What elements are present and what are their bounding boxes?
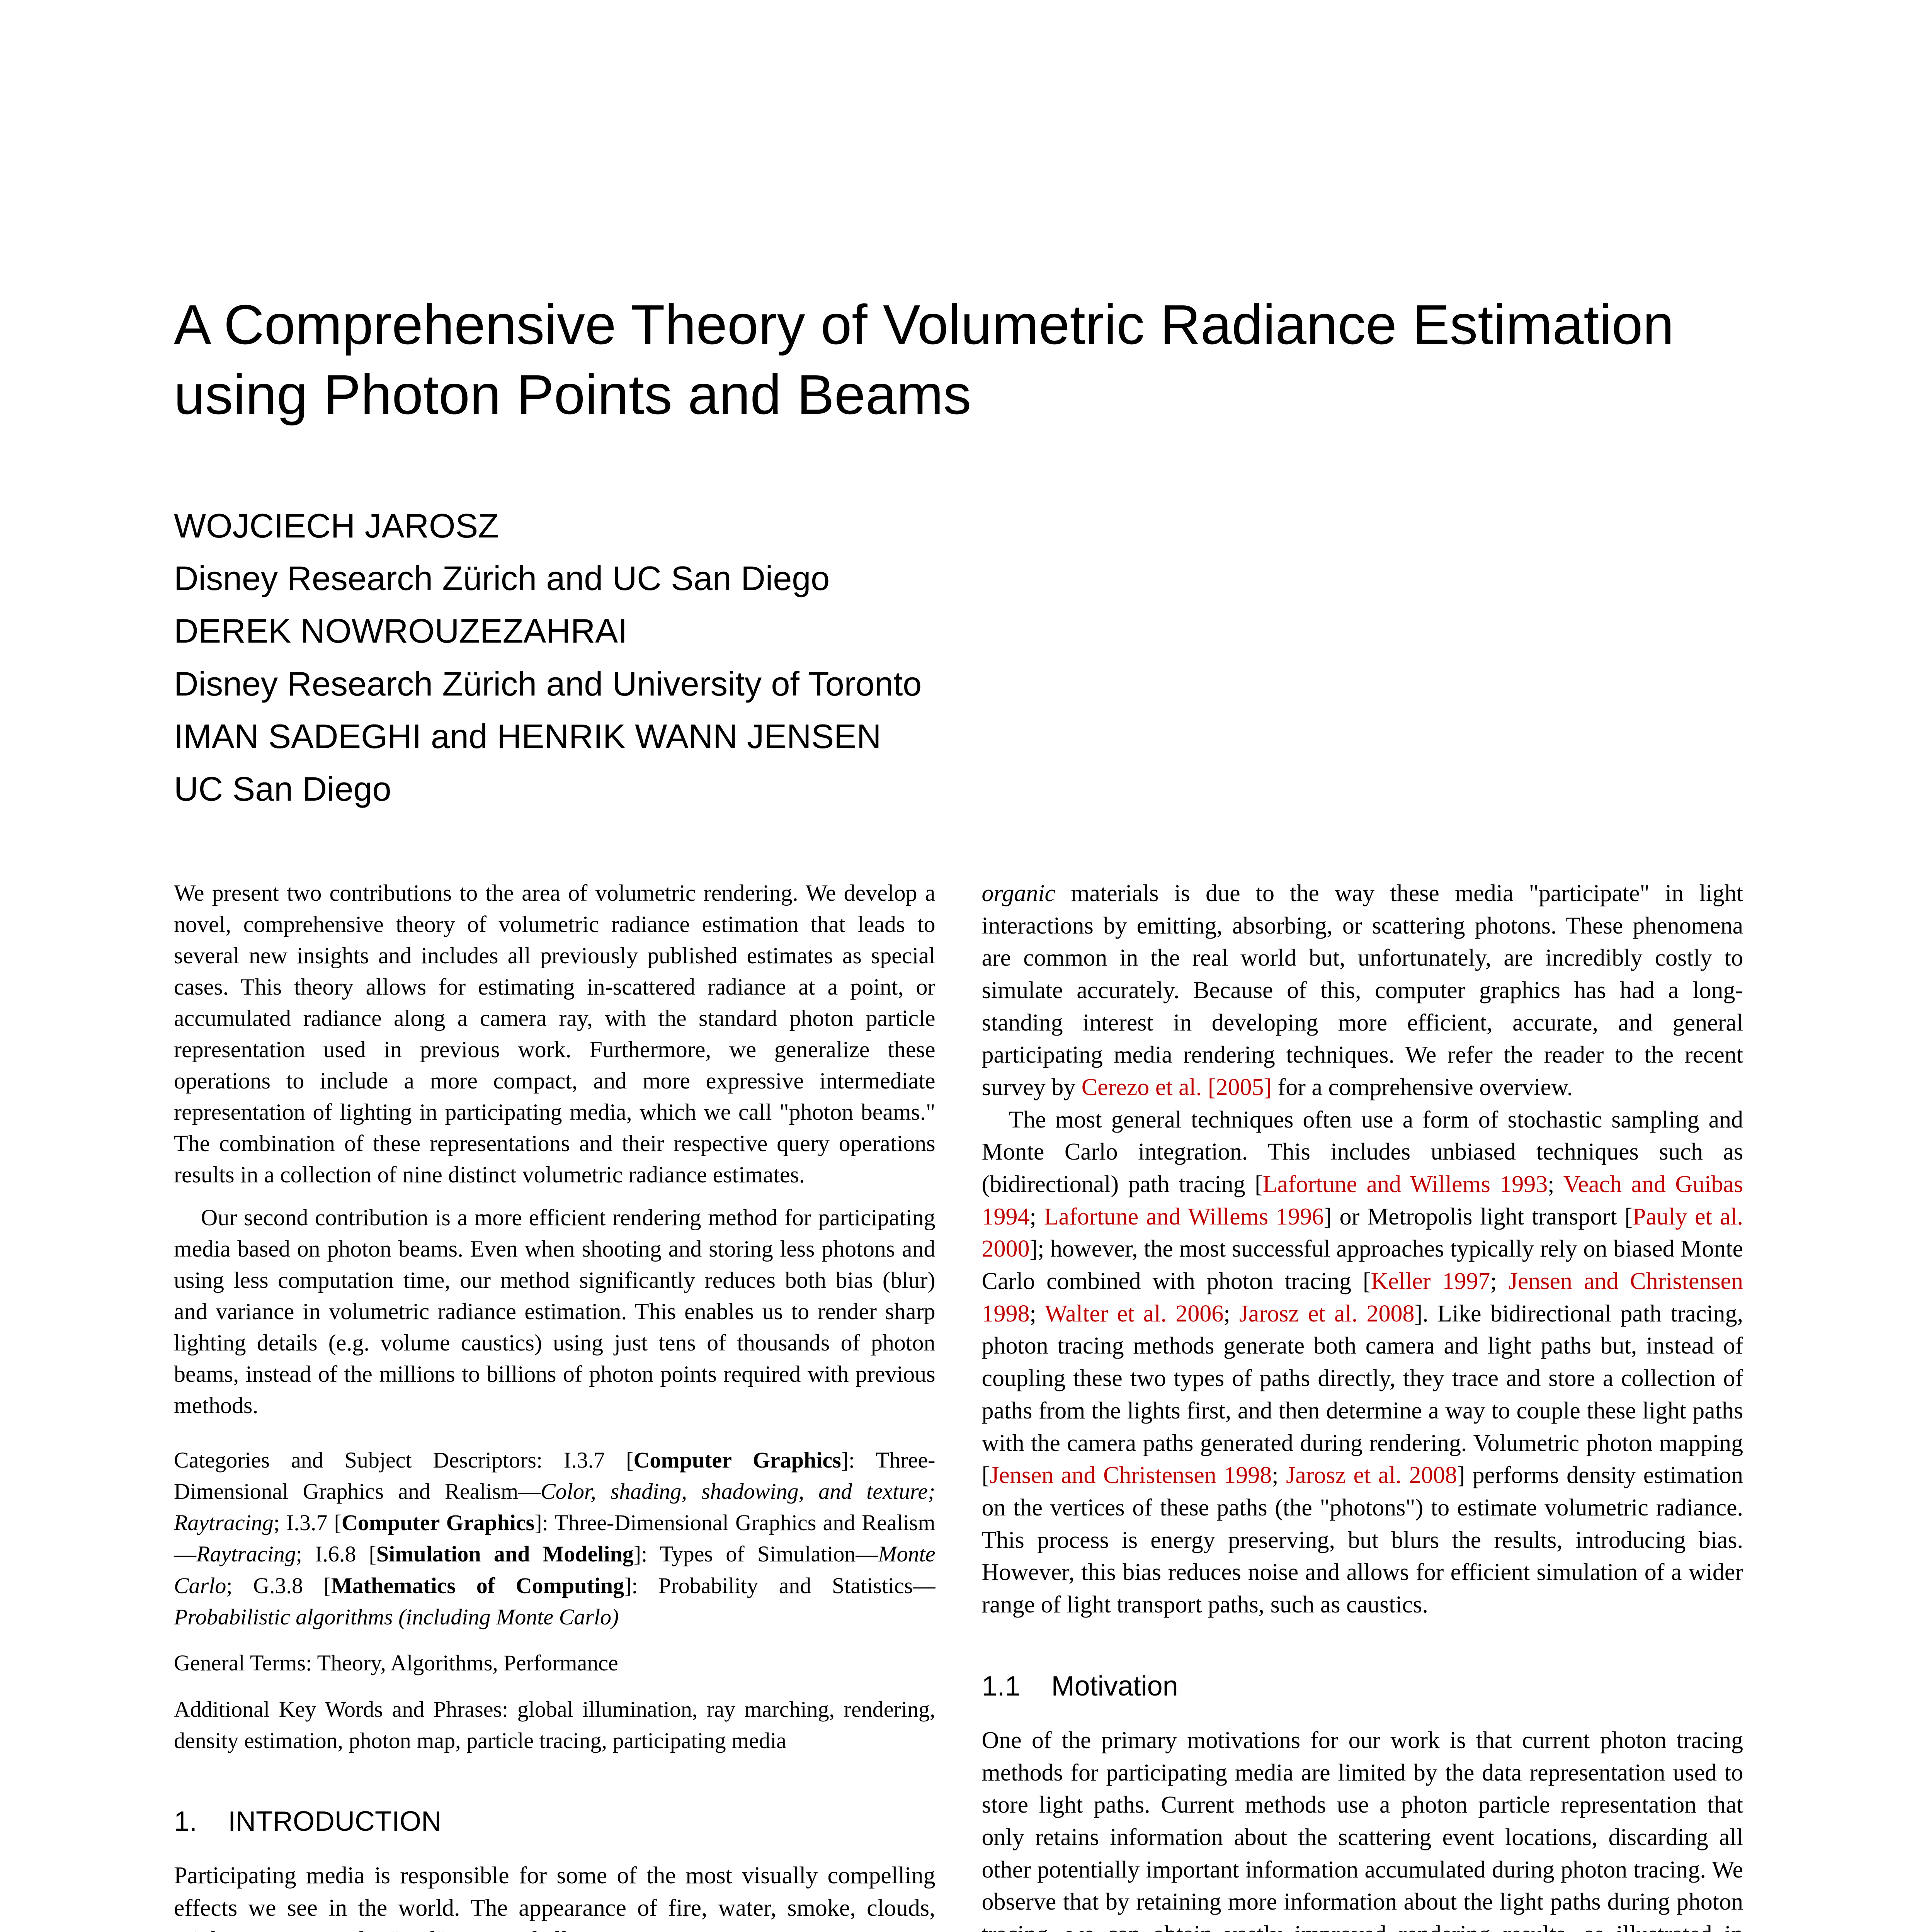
citation-jarosz-2[interactable]: Jarosz et al. 2008 xyxy=(1286,1462,1457,1488)
categories-em2: Raytracing xyxy=(196,1541,296,1566)
organic-em: organic xyxy=(982,880,1056,906)
paper-title: A Comprehensive Theory of Volumetric Rad… xyxy=(174,290,1743,430)
citation-jensen98-2[interactable]: Jensen and Christensen 1998 xyxy=(990,1462,1272,1488)
additional-keywords: Additional Key Words and Phrases: global… xyxy=(174,1694,936,1756)
categories-label: Categories and Subject Descriptors: xyxy=(174,1447,543,1473)
citation-lafortune93[interactable]: Lafortune and Willems 1993 xyxy=(1263,1171,1548,1197)
author-2-affil: Disney Research Zürich and University of… xyxy=(174,658,1743,710)
citation-walter[interactable]: Walter et al. 2006 xyxy=(1045,1301,1223,1327)
motiv-text-1a: One of the primary motivations for our w… xyxy=(982,1727,1744,1932)
categories-mid7: ]: Probability and Statistics— xyxy=(624,1573,935,1598)
motivation-para-1: One of the primary motivations for our w… xyxy=(982,1725,1744,1932)
categories-mid4: ; I.6.8 [ xyxy=(296,1541,376,1566)
author-1-affil: Disney Research Zürich and UC San Diego xyxy=(174,552,1743,605)
sep-4: ; xyxy=(1030,1301,1045,1327)
categories-em4: Probabilistic algorithms (including Mont… xyxy=(174,1604,619,1629)
categories-mid2: ; I.3.7 [ xyxy=(274,1510,342,1535)
citation-cerezo[interactable]: Cerezo et al. [2005] xyxy=(1082,1074,1272,1100)
citation-keller[interactable]: Keller 1997 xyxy=(1371,1268,1490,1294)
authors-block: WOJCIECH JAROSZ Disney Research Zürich a… xyxy=(174,500,1743,816)
categories-text: I.3.7 [ xyxy=(543,1447,633,1473)
section-1-1-number: 1.1 xyxy=(982,1671,1021,1702)
sep-2: ; xyxy=(1030,1204,1044,1230)
sep-1: ; xyxy=(1548,1171,1563,1197)
section-1-1-heading: 1.1 Motivation xyxy=(982,1668,1744,1705)
intro-para-1-continued: organic materials is due to the way thes… xyxy=(982,878,1744,1104)
categories-descriptors: Categories and Subject Descriptors: I.3.… xyxy=(174,1444,936,1633)
author-1-name: WOJCIECH JAROSZ xyxy=(174,500,1743,552)
sep-5: ; xyxy=(1223,1301,1239,1327)
author-3-name: IMAN SADEGHI and HENRIK WANN JENSEN xyxy=(174,710,1743,763)
abstract-p1: We present two contributions to the area… xyxy=(174,878,936,1190)
intro-para-1-start: Participating media is responsible for s… xyxy=(174,1860,936,1932)
citation-lafortune96[interactable]: Lafortune and Willems 1996 xyxy=(1044,1204,1324,1230)
intro-text-1c: for a comprehensive overview. xyxy=(1272,1074,1573,1100)
categories-mid6: ; G.3.8 [ xyxy=(226,1573,331,1598)
sep-3: ; xyxy=(1490,1268,1508,1294)
categories-mid5: ]: Types of Simulation— xyxy=(634,1541,878,1566)
categories-cg2: Computer Graphics xyxy=(342,1510,534,1535)
author-2-name: DEREK NOWROUZEZAHRAI xyxy=(174,605,1743,657)
intro-para-2: The most general techniques often use a … xyxy=(982,1104,1744,1621)
abstract: We present two contributions to the area… xyxy=(174,878,936,1421)
abstract-p2: Our second contribution is a more effici… xyxy=(174,1202,936,1421)
section-1-number: 1. xyxy=(174,1806,197,1837)
citation-jarosz[interactable]: Jarosz et al. 2008 xyxy=(1239,1301,1415,1327)
categories-sm: Simulation and Modeling xyxy=(376,1541,634,1566)
sep-6: ; xyxy=(1272,1462,1286,1488)
categories-mc: Mathematics of Computing xyxy=(331,1573,624,1598)
categories-cg1: Computer Graphics xyxy=(633,1447,841,1473)
intro-text-1b: materials is due to the way these media … xyxy=(982,880,1744,1100)
section-1-1-title: Motivation xyxy=(1051,1671,1178,1702)
intro-text-2b: ] or Metropolis light transport [ xyxy=(1324,1204,1633,1230)
author-3-affil: UC San Diego xyxy=(174,763,1743,815)
two-column-content: We present two contributions to the area… xyxy=(174,878,1743,1932)
intro-text-2d: ]. Like bidirectional path tracing, phot… xyxy=(982,1301,1744,1488)
general-terms: General Terms: Theory, Algorithms, Perfo… xyxy=(174,1648,936,1678)
section-1-title: INTRODUCTION xyxy=(228,1806,441,1837)
section-1-heading: 1. INTRODUCTION xyxy=(174,1803,936,1840)
